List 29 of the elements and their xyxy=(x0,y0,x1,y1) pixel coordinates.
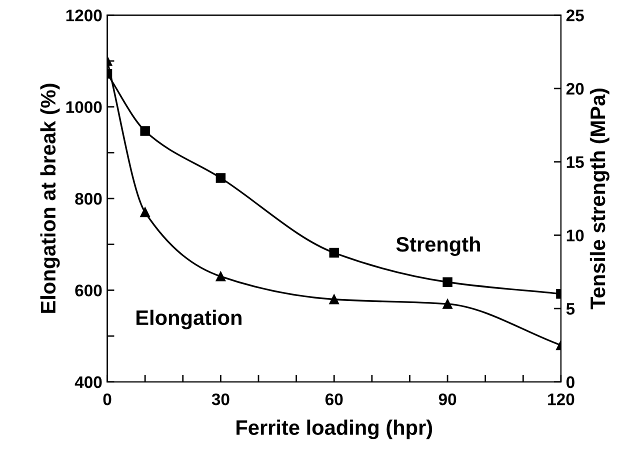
y2-axis-title: Tensile strength (MPa) xyxy=(590,88,610,310)
x-tick-label: 60 xyxy=(325,393,343,406)
point xyxy=(329,294,339,304)
x-axis-title: Ferrite loading (hpr) xyxy=(236,420,432,440)
y-tick-label: 600 xyxy=(75,284,102,296)
y-tick-label: 1200 xyxy=(66,10,102,22)
y2-tick-label: 5 xyxy=(566,303,575,315)
x-tick-label: 120 xyxy=(548,393,574,406)
point xyxy=(216,173,226,183)
y2-tick-label: 0 xyxy=(566,376,574,388)
y-tick-label: 400 xyxy=(74,376,102,388)
y2-tick-label: 10 xyxy=(566,230,584,242)
point xyxy=(140,207,150,218)
y2-tick-label: 20 xyxy=(566,82,584,95)
x-tick-label: 90 xyxy=(438,393,456,406)
y2-tick-label: 25 xyxy=(566,10,584,22)
point xyxy=(442,299,452,309)
point xyxy=(216,272,226,282)
y-tick-label: 1000 xyxy=(66,101,102,114)
y2-tick-label: 15 xyxy=(566,156,584,168)
point xyxy=(140,126,150,136)
point xyxy=(442,277,452,287)
point xyxy=(329,248,339,258)
y-tick-label: 800 xyxy=(75,192,102,205)
x-tick-label: 30 xyxy=(212,393,230,406)
y-axis-title: Elongation at break (%) xyxy=(40,84,60,313)
series-label: Strength xyxy=(396,236,480,256)
x-tick-label: 0 xyxy=(103,393,112,406)
series-label: Elongation xyxy=(136,310,242,330)
